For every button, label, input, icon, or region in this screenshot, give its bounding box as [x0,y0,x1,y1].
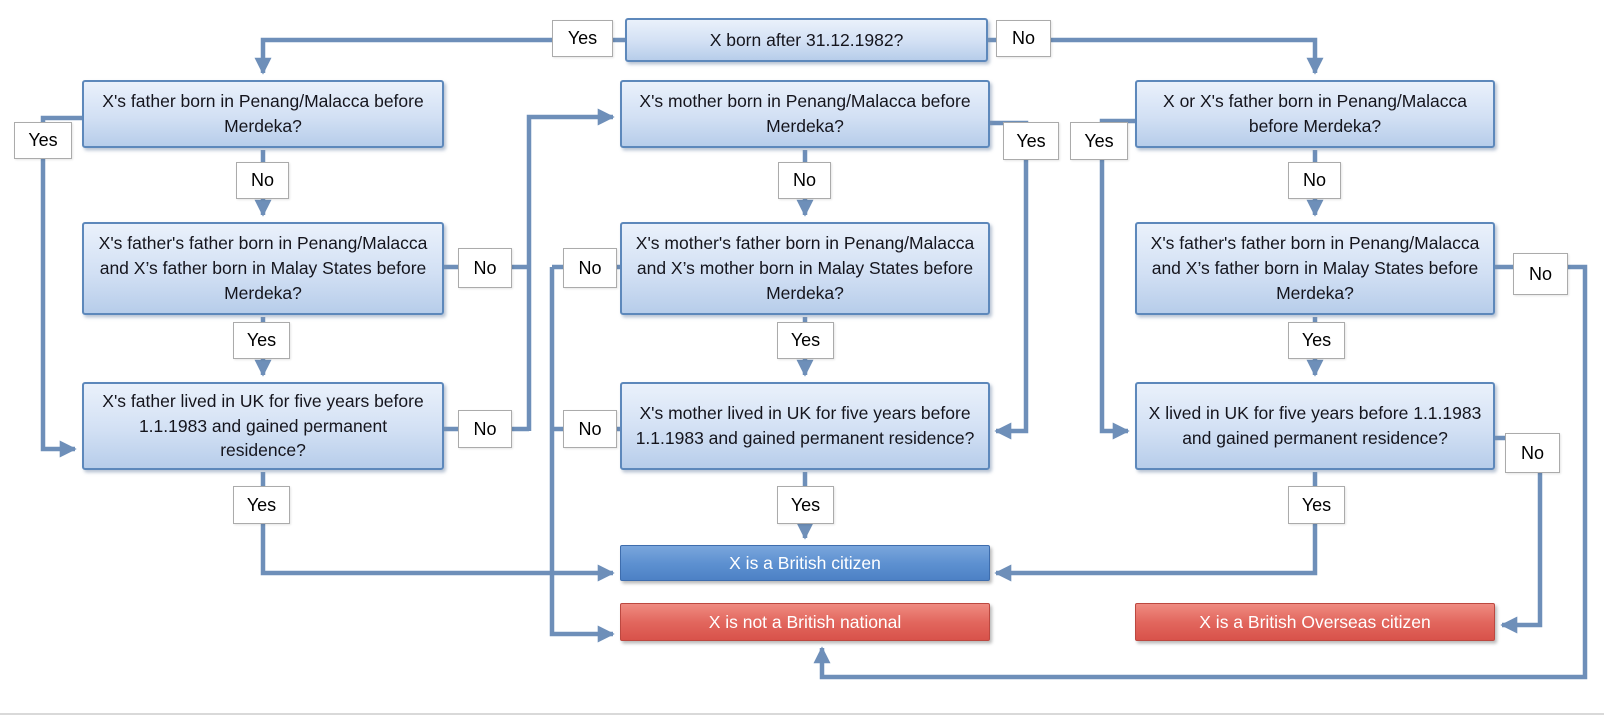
edge-label-father-q1-yes: Yes [14,122,72,159]
edge-label-mother-q1-yes: Yes [1003,122,1059,160]
edge-label-mother-q2-yes: Yes [777,322,834,359]
edge-root-yes [254,37,625,75]
edge-label-father-q3-no: No [458,410,512,448]
decision-x-grandfather: X's father's father born in Penang/Malac… [1135,222,1495,315]
decision-x-or-father-born: X or X's father born in Penang/Malacca b… [1135,80,1495,148]
edge-x-q1-yes [1099,118,1135,440]
decision-father-grandfather: X's father's father born in Penang/Malac… [82,222,444,315]
edge-label-mother-q1-no: No [778,162,831,199]
decision-mother-born: X's mother born in Penang/Malacca before… [620,80,990,148]
edge-root-no [988,37,1324,75]
edge-mother-fail-to-not-national [549,267,615,643]
edge-label-root-no: No [996,20,1051,57]
edge-label-father-q2-yes: Yes [233,322,290,359]
edge-label-x-q2-yes: Yes [1288,322,1345,359]
edge-father-q1-yes [40,115,82,458]
decision-father-uk-residence: X's father lived in UK for five years be… [82,382,444,470]
edge-label-x-q2-no: No [1513,253,1568,295]
edge-mother-q1-yes [990,120,1029,440]
edge-label-root-yes: Yes [552,20,613,57]
edge-label-mother-q3-yes: Yes [777,486,834,524]
edge-father-q3-yes-to-citizen [260,472,615,582]
outcome-not-british-national: X is not a British national [620,603,990,641]
decision-mother-grandfather: X's mother's father born in Penang/Malac… [620,222,990,315]
edge-label-mother-q3-no: No [563,410,617,448]
edge-label-mother-q2-no: No [563,248,617,288]
edge-label-x-q1-no: No [1288,162,1341,199]
bottom-divider [0,713,1604,715]
decision-father-born: X's father born in Penang/Malacca before… [82,80,444,148]
edge-label-father-q2-no: No [458,248,512,288]
edge-father-fail-to-mother [526,108,615,431]
decision-root: X born after 31.12.1982? [625,18,988,62]
edge-label-father-q3-yes: Yes [233,486,290,524]
outcome-british-citizen: X is a British citizen [620,545,990,581]
edge-label-x-q3-no: No [1505,433,1560,473]
edge-label-x-q1-yes: Yes [1070,122,1128,160]
edge-x-q3-yes-to-citizen [994,472,1318,582]
edge-label-father-q1-no: No [236,162,289,199]
outcome-british-overseas-citizen: X is a British Overseas citizen [1135,603,1495,641]
edge-label-x-q3-yes: Yes [1288,486,1345,524]
decision-mother-uk-residence: X's mother lived in UK for five years be… [620,382,990,470]
decision-x-uk-residence: X lived in UK for five years before 1.1.… [1135,382,1495,470]
